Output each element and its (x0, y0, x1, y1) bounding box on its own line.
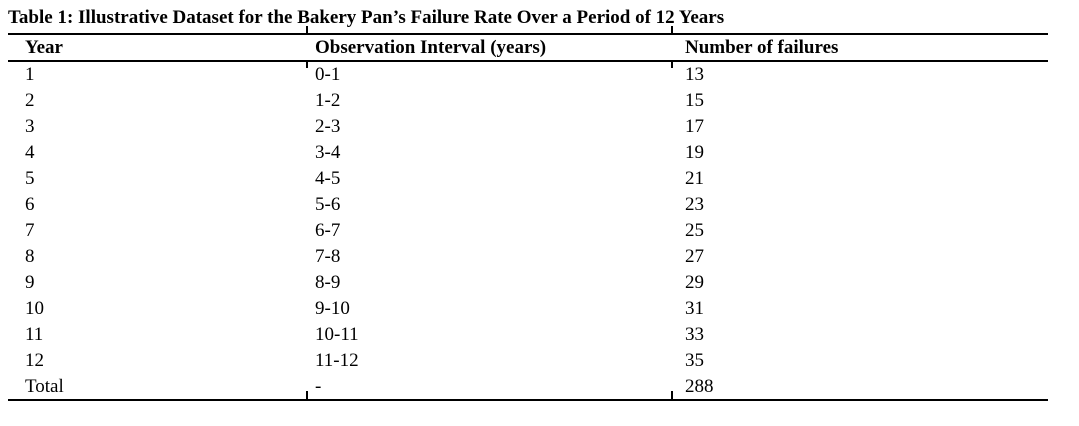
data-table: Year Observation Interval (years) Number… (8, 33, 1048, 401)
table-body: 1 0-1 13 2 1-2 15 3 2-3 17 4 3-4 19 5 4-5 21 6 5-6 23 7 6-7… (8, 61, 1048, 374)
cell-year: 6 (25, 194, 35, 215)
cell-interval: 2-3 (315, 116, 341, 137)
table-caption: Table 1: Illustrative Dataset for the Ba… (8, 7, 725, 28)
cell-year: 8 (25, 246, 35, 267)
table-row: 3 2-3 17 (8, 114, 1048, 140)
cell-failures: 27 (685, 246, 704, 267)
cell-interval: 7-8 (315, 246, 341, 267)
cell-failures: 19 (685, 142, 704, 163)
cell-interval: 3-4 (315, 142, 341, 163)
cell-interval: 0-1 (315, 64, 341, 85)
cell-year: 11 (25, 324, 44, 345)
table-row: 4 3-4 19 (8, 140, 1048, 166)
cell-border-tick (671, 61, 673, 68)
cell-interval: 5-6 (315, 194, 341, 215)
cell-interval: 8-9 (315, 272, 341, 293)
cell-failures: 29 (685, 272, 704, 293)
total-row: Total - 288 (8, 374, 1048, 401)
total-failures: 288 (672, 374, 1048, 401)
cell-failures: 21 (685, 168, 704, 189)
cell-failures: 23 (685, 194, 704, 215)
cell-year: 5 (25, 168, 35, 189)
table-row: 9 8-9 29 (8, 270, 1048, 296)
cell-interval: 4-5 (315, 168, 341, 189)
total-interval: - (307, 374, 672, 401)
table-row: 7 6-7 25 (8, 218, 1048, 244)
column-header-year: Year (8, 33, 307, 62)
table-row: 5 4-5 21 (8, 166, 1048, 192)
cell-failures: 25 (685, 220, 704, 241)
cell-failures: 35 (685, 350, 704, 371)
cell-year: 4 (25, 142, 35, 163)
header-row: Year Observation Interval (years) Number… (8, 33, 1048, 62)
cell-interval: 11-12 (315, 350, 359, 371)
cell-border-tick (671, 391, 673, 399)
cell-failures: 13 (685, 64, 704, 85)
column-header-interval: Observation Interval (years) (307, 33, 672, 62)
table-row: 11 10-11 33 (8, 322, 1048, 348)
column-header-failures: Number of failures (672, 33, 1048, 62)
cell-interval: 1-2 (315, 90, 341, 111)
cell-interval: 9-10 (315, 298, 350, 319)
table-row: 12 11-12 35 (8, 348, 1048, 374)
cell-interval: 6-7 (315, 220, 341, 241)
cell-year: 2 (25, 90, 35, 111)
table-row: 8 7-8 27 (8, 244, 1048, 270)
cell-year: 1 (25, 64, 35, 85)
cell-interval: 10-11 (315, 324, 359, 345)
cell-year: 12 (25, 350, 44, 371)
table-row: 2 1-2 15 (8, 88, 1048, 114)
table-row: 6 5-6 23 (8, 192, 1048, 218)
table-row: 1 0-1 13 (8, 61, 1048, 88)
cell-failures: 17 (685, 116, 704, 137)
cell-year: 10 (25, 298, 44, 319)
cell-year: 3 (25, 116, 35, 137)
table-row: 10 9-10 31 (8, 296, 1048, 322)
cell-failures: 15 (685, 90, 704, 111)
cell-border-tick (671, 26, 673, 34)
cell-failures: 33 (685, 324, 704, 345)
cell-failures: 31 (685, 298, 704, 319)
cell-border-tick (306, 391, 308, 399)
total-label: Total (8, 374, 307, 401)
cell-year: 7 (25, 220, 35, 241)
cell-border-tick (306, 26, 308, 34)
cell-border-tick (306, 61, 308, 68)
cell-year: 9 (25, 272, 35, 293)
